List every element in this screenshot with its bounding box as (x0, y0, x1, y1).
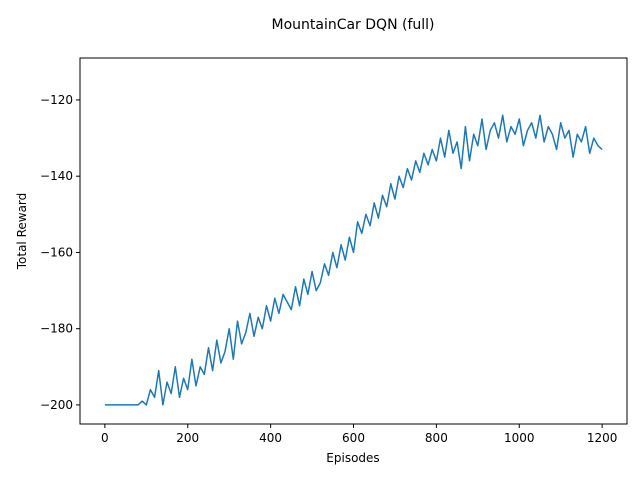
x-tick-label: 800 (425, 431, 448, 445)
x-tick-label: 1200 (587, 431, 618, 445)
y-tick-label: −180 (40, 322, 73, 336)
y-tick-label: −120 (40, 93, 73, 107)
y-axis-label: Total Reward (15, 193, 29, 271)
x-tick-label: 1000 (504, 431, 535, 445)
x-axis-label: Episodes (326, 451, 379, 465)
chart-title: MountainCar DQN (full) (271, 17, 434, 33)
y-tick-label: −160 (40, 245, 73, 259)
x-tick-label: 200 (176, 431, 199, 445)
axes-frame (79, 57, 628, 425)
series-line-0 (104, 114, 603, 406)
x-axis: 0 200 400 600 800 1000 1200 (101, 424, 617, 445)
x-tick-label: 0 (101, 431, 109, 445)
x-tick-label: 400 (259, 431, 282, 445)
y-axis: −200 −180 −160 −140 −120 (40, 93, 80, 412)
y-tick-label: −140 (40, 169, 73, 183)
x-tick-label: 600 (342, 431, 365, 445)
plot-area (104, 114, 603, 406)
y-tick-label: −200 (40, 398, 73, 412)
